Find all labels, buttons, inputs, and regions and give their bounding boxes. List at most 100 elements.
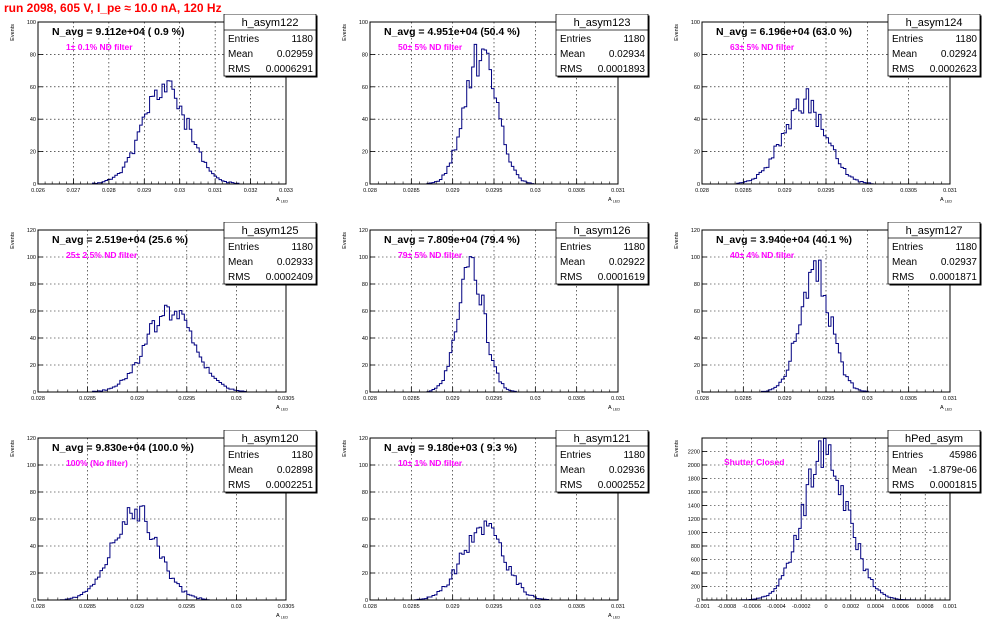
x-tick-label: 0.0285 (79, 396, 96, 402)
histogram-bin (477, 294, 479, 392)
y-tick-label: 120 (27, 228, 36, 234)
y-tick-label: 20 (30, 363, 36, 369)
y-tick-label: 60 (30, 517, 36, 523)
y-tick-label: 120 (691, 228, 700, 234)
y-tick-label: 40 (30, 117, 36, 123)
y-tick-label: 0 (365, 182, 368, 188)
histogram-bin (464, 267, 466, 392)
y-axis-label: Events (342, 232, 348, 249)
stats-value: 0.02936 (609, 465, 646, 476)
histogram-bin (462, 554, 464, 600)
histogram-bin (474, 280, 476, 392)
x-tick-label: 0.028 (363, 188, 377, 194)
x-tick-label: 0.0285 (403, 188, 420, 194)
stats-value: 0.0002552 (598, 480, 646, 491)
histogram-bin (809, 113, 811, 184)
x-tick-label: 0.028 (363, 396, 377, 402)
x-tick-label: 0.033 (279, 188, 293, 194)
stats-value: 1180 (291, 242, 313, 253)
histogram-bin (816, 126, 818, 184)
histogram-bins (93, 81, 239, 184)
stats-label: Entries (228, 34, 259, 45)
histogram-bin (821, 467, 823, 600)
histogram-bin (511, 575, 513, 600)
y-tick-label: 0 (33, 182, 36, 188)
histogram-name: h_asym122 (242, 17, 299, 29)
histogram-bin (152, 96, 154, 184)
y-tick-label: 80 (694, 52, 700, 58)
x-tick-label: 0.001 (943, 604, 957, 610)
histogram-name: h_asym123 (574, 17, 631, 29)
histogram-name: h_asym126 (574, 225, 631, 237)
y-axis-label: Events (342, 24, 348, 41)
histogram-bin (194, 145, 196, 184)
histogram-bin (863, 571, 865, 600)
x-tick-label: 0.03 (231, 604, 242, 610)
y-axis-label: Events (342, 440, 348, 457)
histogram-bin (169, 579, 171, 600)
y-tick-label: 100 (27, 463, 36, 469)
y-tick-label: 120 (27, 436, 36, 442)
histogram-bin (467, 552, 469, 600)
x-tick-label: 0.0285 (735, 396, 752, 402)
stats-label: Mean (892, 49, 917, 60)
stats-label: RMS (560, 272, 583, 283)
y-tick-label: 100 (359, 20, 368, 26)
histogram-bin (826, 138, 828, 184)
x-tick-label: 0.028 (31, 396, 45, 402)
navg-label: N_avg = 9.112e+04 ( 0.9 %) (52, 26, 185, 38)
stats-label: Entries (228, 450, 259, 461)
x-axis-label: A LED (276, 405, 288, 412)
y-tick-label: 0 (365, 598, 368, 604)
y-axis-label: Events (10, 232, 16, 249)
histogram-bins (762, 260, 869, 392)
stats-value: 0.0002623 (930, 64, 978, 75)
stats-value: 1180 (623, 450, 645, 461)
y-tick-label: 400 (691, 571, 700, 577)
histogram-bin (167, 81, 169, 184)
x-tick-label: 0.03 (862, 188, 873, 194)
stats-label: Mean (560, 257, 585, 268)
y-axis-label: Events (674, 232, 680, 249)
histogram-bin (164, 305, 166, 392)
histogram-bin (843, 511, 845, 600)
x-tick-label: 0 (824, 604, 827, 610)
histogram-bin (489, 524, 491, 600)
x-tick-label: 0.0295 (818, 188, 835, 194)
stats-value: 1180 (955, 34, 977, 45)
histogram-bin (174, 98, 176, 184)
histogram-bin (439, 591, 441, 600)
histogram-bin (474, 533, 476, 600)
histogram-bin (157, 326, 159, 392)
x-tick-label: 0.0295 (178, 604, 195, 610)
x-tick-label: 0.0285 (403, 396, 420, 402)
y-tick-label: 1400 (688, 504, 700, 510)
y-tick-label: 60 (694, 309, 700, 315)
y-tick-label: 0 (697, 390, 700, 396)
y-tick-label: 40 (30, 544, 36, 550)
y-tick-label: 0 (365, 390, 368, 396)
x-tick-label: 0.029 (446, 188, 460, 194)
histogram-bin (197, 148, 199, 184)
histogram-bin (125, 379, 127, 392)
x-tick-label: 0.031 (943, 188, 957, 194)
histogram-bin (496, 539, 498, 600)
stats-value: 0.02898 (277, 465, 314, 476)
y-tick-label: 200 (691, 585, 700, 591)
filter-note: 40± 4% ND filter (730, 250, 795, 260)
stats-value: 0.02934 (609, 49, 646, 60)
y-tick-label: 60 (694, 85, 700, 91)
histogram-bin (150, 539, 152, 600)
x-tick-label: 0.0305 (900, 188, 917, 194)
x-tick-label: 0.03 (862, 396, 873, 402)
